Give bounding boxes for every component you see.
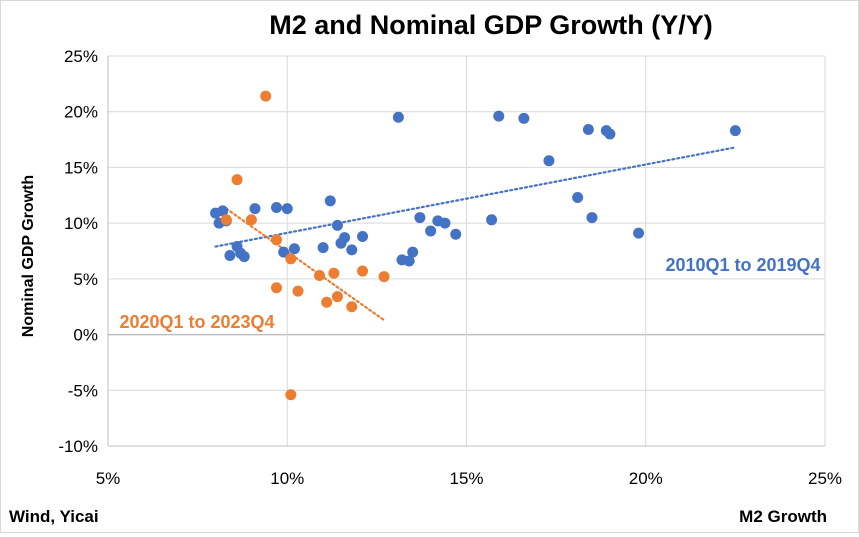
trendlines: [214, 146, 737, 322]
point-series-1: [292, 285, 304, 297]
point-series-0: [339, 232, 351, 244]
point-series-0: [238, 251, 250, 263]
source-note: Wind, Yicai: [9, 507, 99, 526]
x-tick-label: 5%: [96, 469, 121, 488]
point-series-0: [224, 249, 236, 261]
point-series-1: [231, 174, 243, 186]
trendline-series-0: [214, 146, 737, 248]
point-series-0: [281, 203, 293, 215]
point-series-1: [328, 267, 340, 279]
point-series-0: [357, 231, 369, 243]
point-series-1: [357, 265, 369, 277]
data-points: [210, 90, 741, 401]
trendline-series-1: [225, 207, 386, 322]
point-series-0: [407, 246, 419, 258]
y-tick-label: 20%: [64, 103, 98, 122]
point-series-1: [378, 271, 390, 283]
tick-labels: -10% -5% 0% 5% 10% 15% 20% 25% 5% 10% 15% 20% 25%: [58, 47, 842, 488]
point-series-1: [285, 389, 297, 401]
chart-title: M2 and Nominal GDP Growth (Y/Y): [269, 10, 713, 40]
point-series-1: [220, 214, 232, 226]
point-series-0: [288, 243, 300, 255]
point-series-0: [439, 217, 451, 229]
point-series-0: [403, 255, 415, 267]
point-series-0: [586, 212, 598, 224]
point-series-0: [543, 155, 555, 167]
axes: [107, 56, 825, 447]
point-series-0: [633, 227, 645, 239]
y-tick-label: 15%: [64, 158, 98, 177]
point-series-1: [285, 253, 297, 265]
y-tick-label: 0%: [73, 326, 98, 345]
point-series-0: [582, 124, 594, 136]
y-axis-title: Nominal GDP Growth: [20, 175, 37, 337]
point-series-0: [392, 111, 404, 123]
series-label-2010-2019: 2010Q1 to 2019Q4: [665, 255, 820, 275]
point-series-1: [245, 214, 257, 226]
point-series-1: [314, 270, 326, 282]
point-series-1: [260, 90, 272, 102]
point-series-0: [493, 110, 505, 122]
y-tick-label: -5%: [68, 381, 98, 400]
series-label-2020-2023: 2020Q1 to 2023Q4: [119, 312, 274, 332]
y-tick-label: 10%: [64, 214, 98, 233]
point-series-0: [317, 242, 329, 254]
y-tick-label: 25%: [64, 47, 98, 66]
point-series-0: [486, 214, 498, 226]
point-series-0: [729, 125, 741, 137]
x-tick-label: 20%: [629, 469, 663, 488]
point-series-0: [249, 203, 261, 215]
point-series-0: [278, 246, 290, 258]
point-series-0: [217, 205, 229, 217]
point-series-1: [321, 296, 333, 308]
y-tick-label: 5%: [73, 270, 98, 289]
point-series-0: [518, 112, 530, 124]
x-tick-label: 25%: [808, 469, 842, 488]
x-tick-label: 10%: [270, 469, 304, 488]
point-series-1: [270, 282, 282, 294]
x-tick-label: 15%: [449, 469, 483, 488]
point-series-1: [331, 291, 343, 303]
point-series-0: [450, 228, 462, 240]
point-series-0: [324, 195, 336, 207]
point-series-0: [425, 225, 437, 237]
point-series-0: [270, 202, 282, 214]
point-series-1: [270, 234, 282, 246]
point-series-1: [346, 301, 358, 313]
x-axis-title: M2 Growth: [739, 507, 827, 526]
point-series-0: [572, 192, 584, 204]
point-series-0: [346, 244, 358, 256]
point-series-0: [331, 219, 343, 231]
point-series-0: [414, 212, 426, 224]
point-series-0: [604, 128, 616, 140]
gridlines: [107, 55, 826, 447]
y-tick-label: -10%: [58, 437, 98, 456]
